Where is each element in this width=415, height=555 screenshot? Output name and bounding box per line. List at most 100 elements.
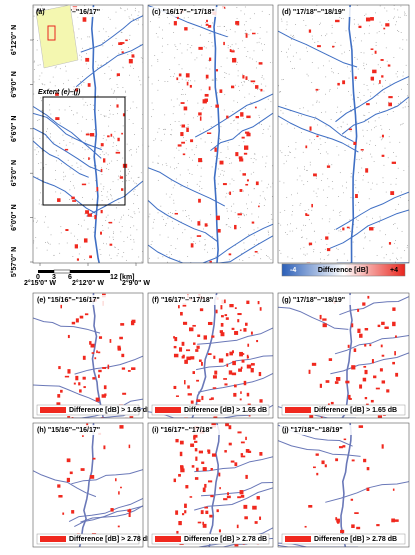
change-blob (373, 376, 376, 379)
speckle (92, 119, 93, 120)
speckle (87, 36, 88, 37)
speckle (100, 154, 101, 155)
change-blob (246, 449, 250, 453)
speckle (174, 73, 175, 74)
speckle (162, 256, 163, 257)
speckle (371, 189, 372, 190)
speckle (79, 55, 80, 56)
speckle (266, 32, 267, 33)
speckle (77, 203, 78, 204)
speckle (315, 117, 316, 118)
speckle (245, 7, 246, 8)
speckle (72, 165, 73, 166)
speckle (283, 113, 284, 114)
change-blob (118, 491, 120, 494)
speckle (337, 260, 338, 261)
speckle (400, 197, 401, 198)
change-blob (233, 393, 236, 397)
speckle (179, 150, 180, 151)
speckle (41, 100, 42, 101)
speckle (292, 258, 293, 259)
speckle (331, 119, 332, 120)
speckle (236, 7, 237, 8)
speckle (157, 132, 158, 133)
change-blob (176, 77, 178, 80)
speckle (173, 76, 174, 77)
change-blob (242, 173, 246, 175)
speckle (396, 178, 397, 179)
speckle (321, 239, 322, 240)
speckle (82, 48, 83, 49)
change-blob (96, 350, 98, 353)
speckle (86, 119, 87, 120)
speckle (264, 205, 265, 206)
change-blob (240, 329, 242, 331)
change-blob (209, 261, 211, 263)
speckle (238, 217, 239, 218)
speckle (35, 149, 36, 150)
speckle (117, 150, 118, 151)
speckle (128, 47, 129, 48)
speckle (81, 131, 82, 132)
speckle (74, 86, 75, 87)
speckle (380, 6, 381, 7)
speckle (341, 231, 342, 232)
speckle (301, 237, 302, 238)
speckle (119, 202, 120, 203)
speckle (90, 158, 91, 159)
legend-text: Difference [dB] > 1.65 dB (184, 407, 267, 414)
speckle (296, 52, 297, 53)
speckle (175, 121, 176, 122)
map-panel: (j) "17/18"–"18/19"Difference [dB] > 2.7… (278, 423, 409, 547)
change-blob (357, 309, 359, 312)
speckle (141, 128, 142, 129)
speckle (122, 32, 123, 33)
change-blob (120, 487, 122, 489)
speckle (197, 184, 198, 185)
speckle (101, 167, 102, 168)
speckle (381, 139, 382, 140)
change-blob (198, 158, 202, 162)
speckle (122, 256, 123, 257)
speckle (333, 72, 334, 73)
change-blob (258, 206, 260, 208)
speckle (192, 149, 193, 150)
change-blob (224, 383, 227, 385)
change-blob (371, 48, 374, 50)
speckle (249, 257, 250, 258)
speckle (44, 222, 45, 223)
speckle (248, 195, 249, 196)
speckle (60, 123, 61, 124)
speckle (399, 48, 400, 49)
speckle (187, 100, 188, 101)
change-blob (378, 325, 381, 327)
change-blob (259, 517, 261, 520)
speckle (73, 143, 74, 144)
speckle (108, 126, 109, 127)
change-blob (203, 488, 206, 492)
speckle (307, 181, 308, 182)
speckle (112, 45, 113, 46)
speckle (372, 54, 373, 55)
legend-swatch (155, 407, 181, 413)
speckle (287, 256, 288, 257)
speckle (307, 254, 308, 255)
map-panel: (c) "16/17"–"17/18" (148, 5, 273, 263)
change-blob (226, 353, 229, 356)
speckle (398, 168, 399, 169)
speckle (317, 101, 318, 102)
speckle (400, 102, 401, 103)
speckle (257, 89, 258, 90)
change-blob (317, 45, 321, 47)
speckle (259, 203, 260, 204)
change-blob (309, 370, 311, 374)
speckle (85, 141, 86, 142)
speckle (364, 53, 365, 54)
map-panel: (e) "15/16"–"16/17"Difference [dB] > 1.6… (33, 293, 152, 422)
change-blob (381, 345, 383, 348)
speckle (170, 212, 171, 213)
speckle (268, 234, 269, 235)
speckle (81, 60, 82, 61)
legend-swatch (285, 407, 311, 413)
speckle (165, 129, 166, 130)
